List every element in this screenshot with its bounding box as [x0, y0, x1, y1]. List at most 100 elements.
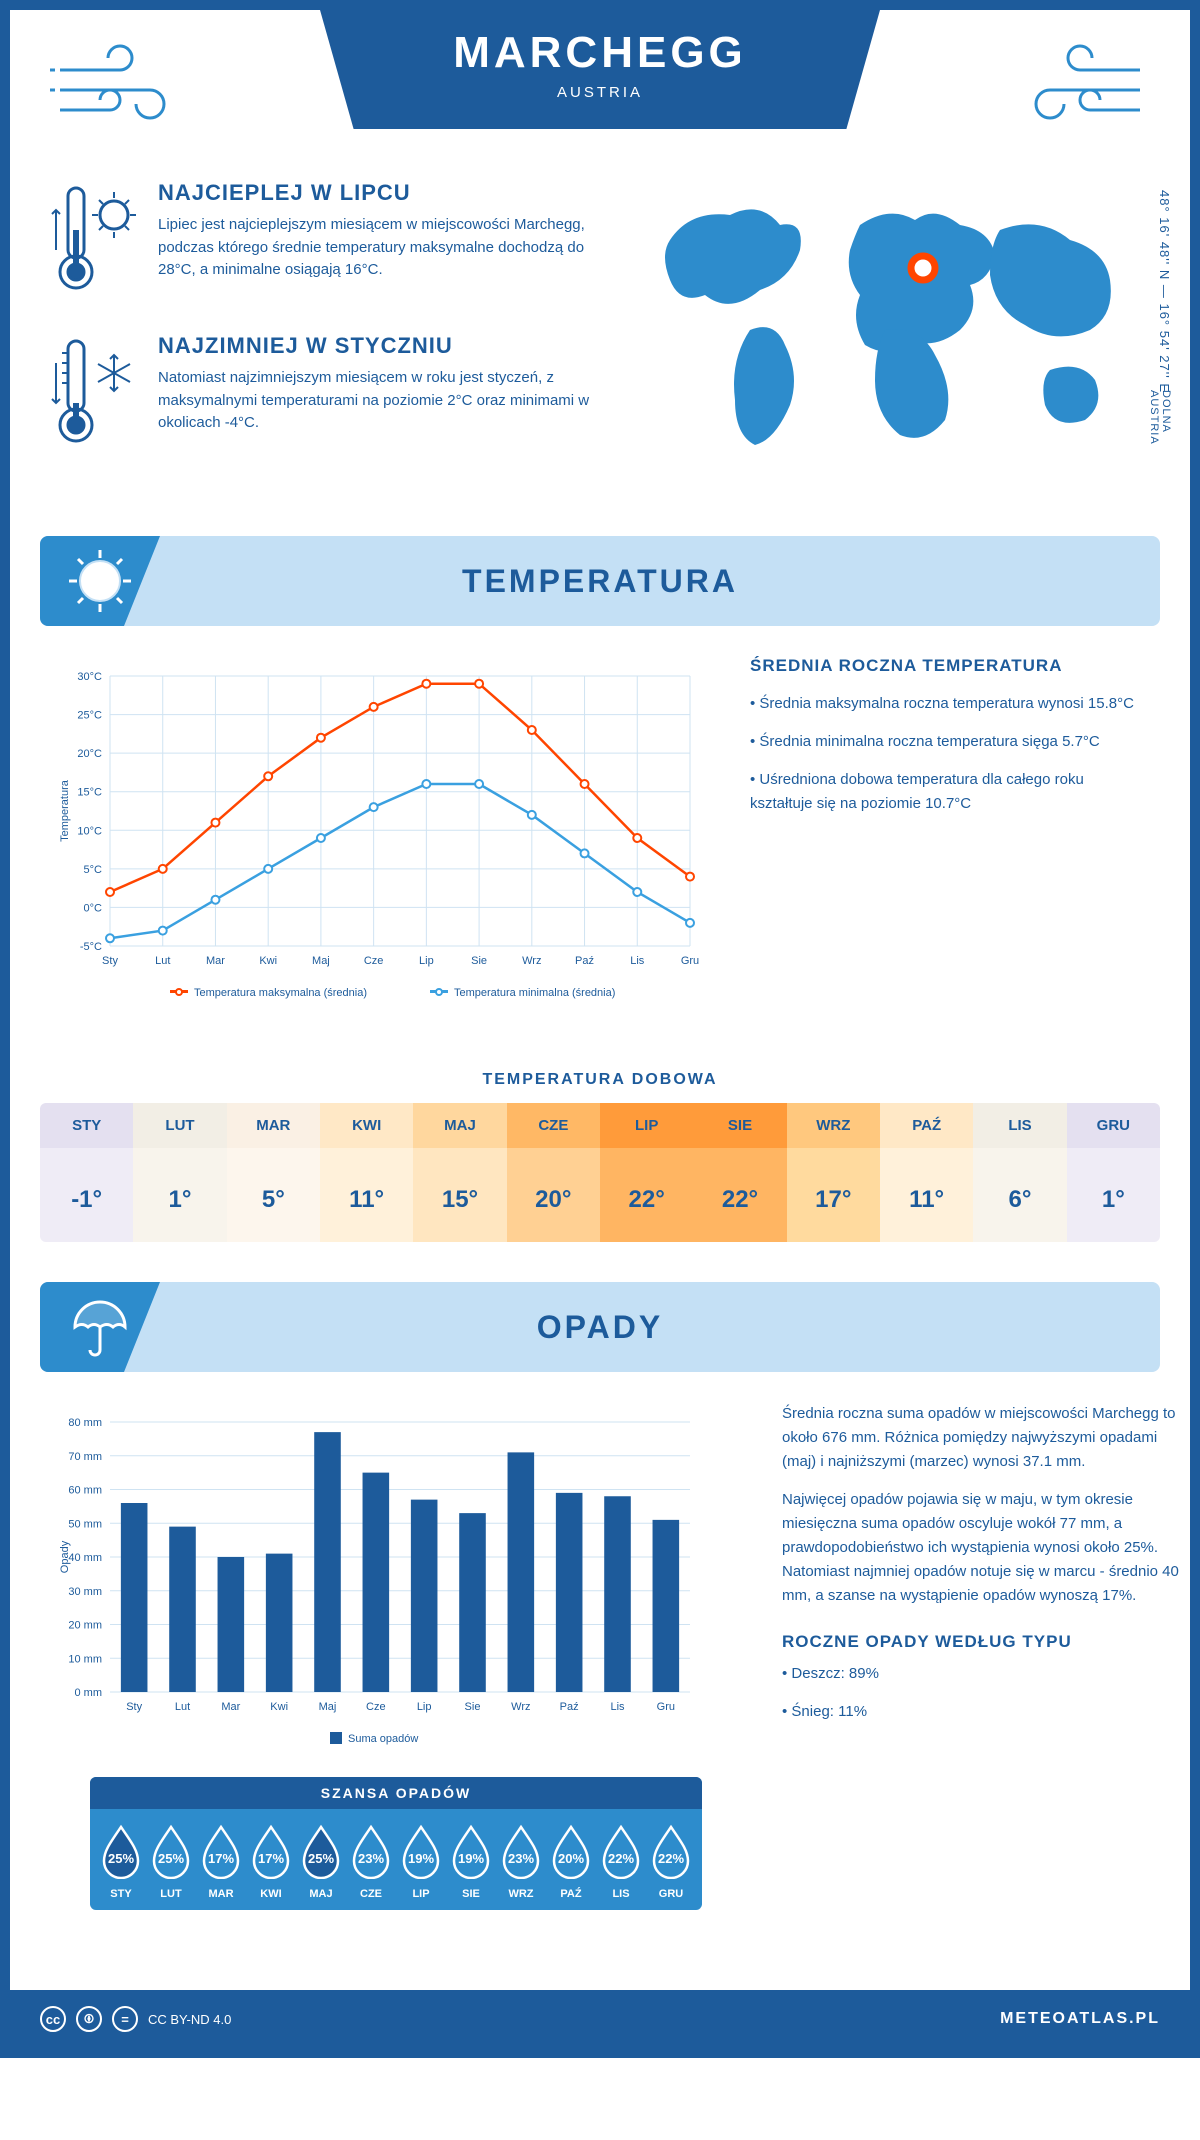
- precipitation-types: ROCZNE OPADY WEDŁUG TYPU • Deszcz: 89% •…: [782, 1632, 1182, 1724]
- cc-icon: cc: [40, 2006, 66, 2032]
- daily-month-header: LIP: [600, 1103, 693, 1148]
- daily-temp-cell: 17°: [787, 1148, 880, 1242]
- chance-drop: 22% GRU: [648, 1823, 694, 1900]
- svg-text:30°C: 30°C: [77, 671, 102, 683]
- svg-text:30 mm: 30 mm: [68, 1586, 102, 1598]
- svg-text:50 mm: 50 mm: [68, 1518, 102, 1530]
- infographic-page: MARCHEGG AUSTRIA NAJCIEPLEJ W LIPCU Lipi…: [0, 0, 1200, 2058]
- thermometer-hot-icon: [50, 180, 140, 305]
- svg-text:Sty: Sty: [102, 955, 118, 967]
- svg-text:19%: 19%: [458, 1851, 484, 1866]
- svg-text:Temperatura minimalna (średnia: Temperatura minimalna (średnia): [454, 987, 615, 999]
- svg-text:5°C: 5°C: [84, 864, 103, 876]
- svg-text:17%: 17%: [208, 1851, 234, 1866]
- svg-text:Paź: Paź: [575, 955, 594, 967]
- daily-month-header: LUT: [133, 1103, 226, 1148]
- svg-text:-5°C: -5°C: [80, 941, 102, 953]
- precip-text-1: Średnia roczna suma opadów w miejscowośc…: [782, 1402, 1182, 1474]
- daily-temp-cell: 5°: [227, 1148, 320, 1242]
- by-icon: 🅯: [76, 2006, 102, 2032]
- svg-text:Suma opadów: Suma opadów: [348, 1733, 418, 1745]
- svg-text:Sie: Sie: [471, 955, 487, 967]
- daily-temp-cell: 11°: [320, 1148, 413, 1242]
- sun-icon: [40, 536, 160, 626]
- daily-month-header: CZE: [507, 1103, 600, 1148]
- daily-month-header: STY: [40, 1103, 133, 1148]
- svg-text:70 mm: 70 mm: [68, 1451, 102, 1463]
- daily-month-header: MAR: [227, 1103, 320, 1148]
- precipitation-bar-chart: 0 mm10 mm20 mm30 mm40 mm50 mm60 mm70 mm8…: [50, 1402, 742, 1930]
- avg-max-text: • Średnia maksymalna roczna temperatura …: [750, 692, 1150, 716]
- temperature-line-chart: -5°C0°C5°C10°C15°C20°C25°C30°CStyLutMarK…: [50, 656, 710, 1021]
- precipitation-chance-box: SZANSA OPADÓW 25% STY 25% LUT 17% MAR 17…: [90, 1777, 702, 1910]
- coldest-fact: NAJZIMNIEJ W STYCZNIU Natomiast najzimni…: [50, 333, 600, 458]
- snow-pct: • Śnieg: 11%: [782, 1700, 1182, 1724]
- svg-text:20 mm: 20 mm: [68, 1620, 102, 1632]
- region-label: DOLNA AUSTRIA: [1148, 390, 1172, 486]
- world-map: 48° 16' 48'' N — 16° 54' 27'' E DOLNA AU…: [630, 180, 1150, 486]
- svg-text:20°C: 20°C: [77, 748, 102, 760]
- svg-text:Mar: Mar: [206, 955, 225, 967]
- svg-text:15°C: 15°C: [77, 787, 102, 799]
- precipitation-section-header: OPADY: [40, 1282, 1160, 1372]
- facts-column: NAJCIEPLEJ W LIPCU Lipiec jest najcieple…: [50, 180, 600, 486]
- svg-text:Lip: Lip: [417, 1701, 432, 1713]
- avg-temp-title: ŚREDNIA ROCZNA TEMPERATURA: [750, 656, 1150, 676]
- warmest-fact: NAJCIEPLEJ W LIPCU Lipiec jest najcieple…: [50, 180, 600, 305]
- license-text: CC BY-ND 4.0: [148, 2012, 231, 2027]
- wind-icon: [1010, 40, 1150, 135]
- precip-text-2: Najwięcej opadów pojawia się w maju, w t…: [782, 1488, 1182, 1608]
- footer: cc 🅯 = CC BY-ND 4.0 METEOATLAS.PL: [10, 1990, 1190, 2048]
- svg-text:Maj: Maj: [312, 955, 330, 967]
- title-banner: MARCHEGG AUSTRIA: [320, 10, 880, 129]
- svg-text:Cze: Cze: [366, 1701, 386, 1713]
- temperature-title: TEMPERATURA: [462, 563, 738, 600]
- svg-text:Paź: Paź: [560, 1701, 579, 1713]
- svg-text:80 mm: 80 mm: [68, 1417, 102, 1429]
- chance-drop: 19% SIE: [448, 1823, 494, 1900]
- svg-text:Mar: Mar: [221, 1701, 240, 1713]
- svg-text:Lut: Lut: [155, 955, 170, 967]
- types-title: ROCZNE OPADY WEDŁUG TYPU: [782, 1632, 1182, 1652]
- svg-text:Lis: Lis: [630, 955, 645, 967]
- svg-text:Lip: Lip: [419, 955, 434, 967]
- chance-drop: 25% STY: [98, 1823, 144, 1900]
- wind-icon: [50, 40, 190, 135]
- svg-text:Opady: Opady: [59, 1540, 71, 1573]
- svg-text:Wrz: Wrz: [522, 955, 541, 967]
- daily-temp-title: TEMPERATURA DOBOWA: [10, 1071, 1190, 1089]
- svg-text:Lis: Lis: [610, 1701, 625, 1713]
- svg-text:Cze: Cze: [364, 955, 384, 967]
- chance-drop: 25% MAJ: [298, 1823, 344, 1900]
- precipitation-title: OPADY: [537, 1309, 663, 1346]
- daily-temp-cell: 6°: [973, 1148, 1066, 1242]
- svg-text:60 mm: 60 mm: [68, 1485, 102, 1497]
- chance-drop: 23% WRZ: [498, 1823, 544, 1900]
- svg-text:Gru: Gru: [657, 1701, 675, 1713]
- chance-drop: 20% PAŹ: [548, 1823, 594, 1900]
- thermometer-cold-icon: [50, 333, 140, 458]
- temperature-chart-row: -5°C0°C5°C10°C15°C20°C25°C30°CStyLutMarK…: [10, 656, 1190, 1051]
- country-name: AUSTRIA: [320, 84, 880, 101]
- svg-text:20%: 20%: [558, 1851, 584, 1866]
- coldest-text: Natomiast najzimniejszym miesiącem w rok…: [158, 367, 600, 435]
- warmest-text: Lipiec jest najcieplejszym miesiącem w m…: [158, 214, 600, 282]
- coordinates: 48° 16' 48'' N — 16° 54' 27'' E: [1157, 190, 1172, 393]
- license: cc 🅯 = CC BY-ND 4.0: [40, 2006, 231, 2032]
- header: MARCHEGG AUSTRIA: [10, 10, 1190, 170]
- precipitation-chart-row: 0 mm10 mm20 mm30 mm40 mm50 mm60 mm70 mm8…: [10, 1402, 1190, 1960]
- chance-drop: 19% LIP: [398, 1823, 444, 1900]
- daily-temp-cell: 1°: [1067, 1148, 1160, 1242]
- svg-text:25%: 25%: [308, 1851, 334, 1866]
- daily-month-header: SIE: [693, 1103, 786, 1148]
- daily-month-header: WRZ: [787, 1103, 880, 1148]
- daily-temp-cell: 11°: [880, 1148, 973, 1242]
- daily-temperature-table: STYLUTMARKWIMAJCZELIPSIEWRZPAŹLISGRU-1°1…: [40, 1103, 1160, 1242]
- umbrella-icon: [40, 1282, 160, 1372]
- svg-text:Temperatura: Temperatura: [59, 779, 71, 842]
- svg-text:25°C: 25°C: [77, 710, 102, 722]
- chance-drop: 22% LIS: [598, 1823, 644, 1900]
- chance-drop: 17% KWI: [248, 1823, 294, 1900]
- svg-text:40 mm: 40 mm: [68, 1552, 102, 1564]
- svg-text:Kwi: Kwi: [270, 1701, 288, 1713]
